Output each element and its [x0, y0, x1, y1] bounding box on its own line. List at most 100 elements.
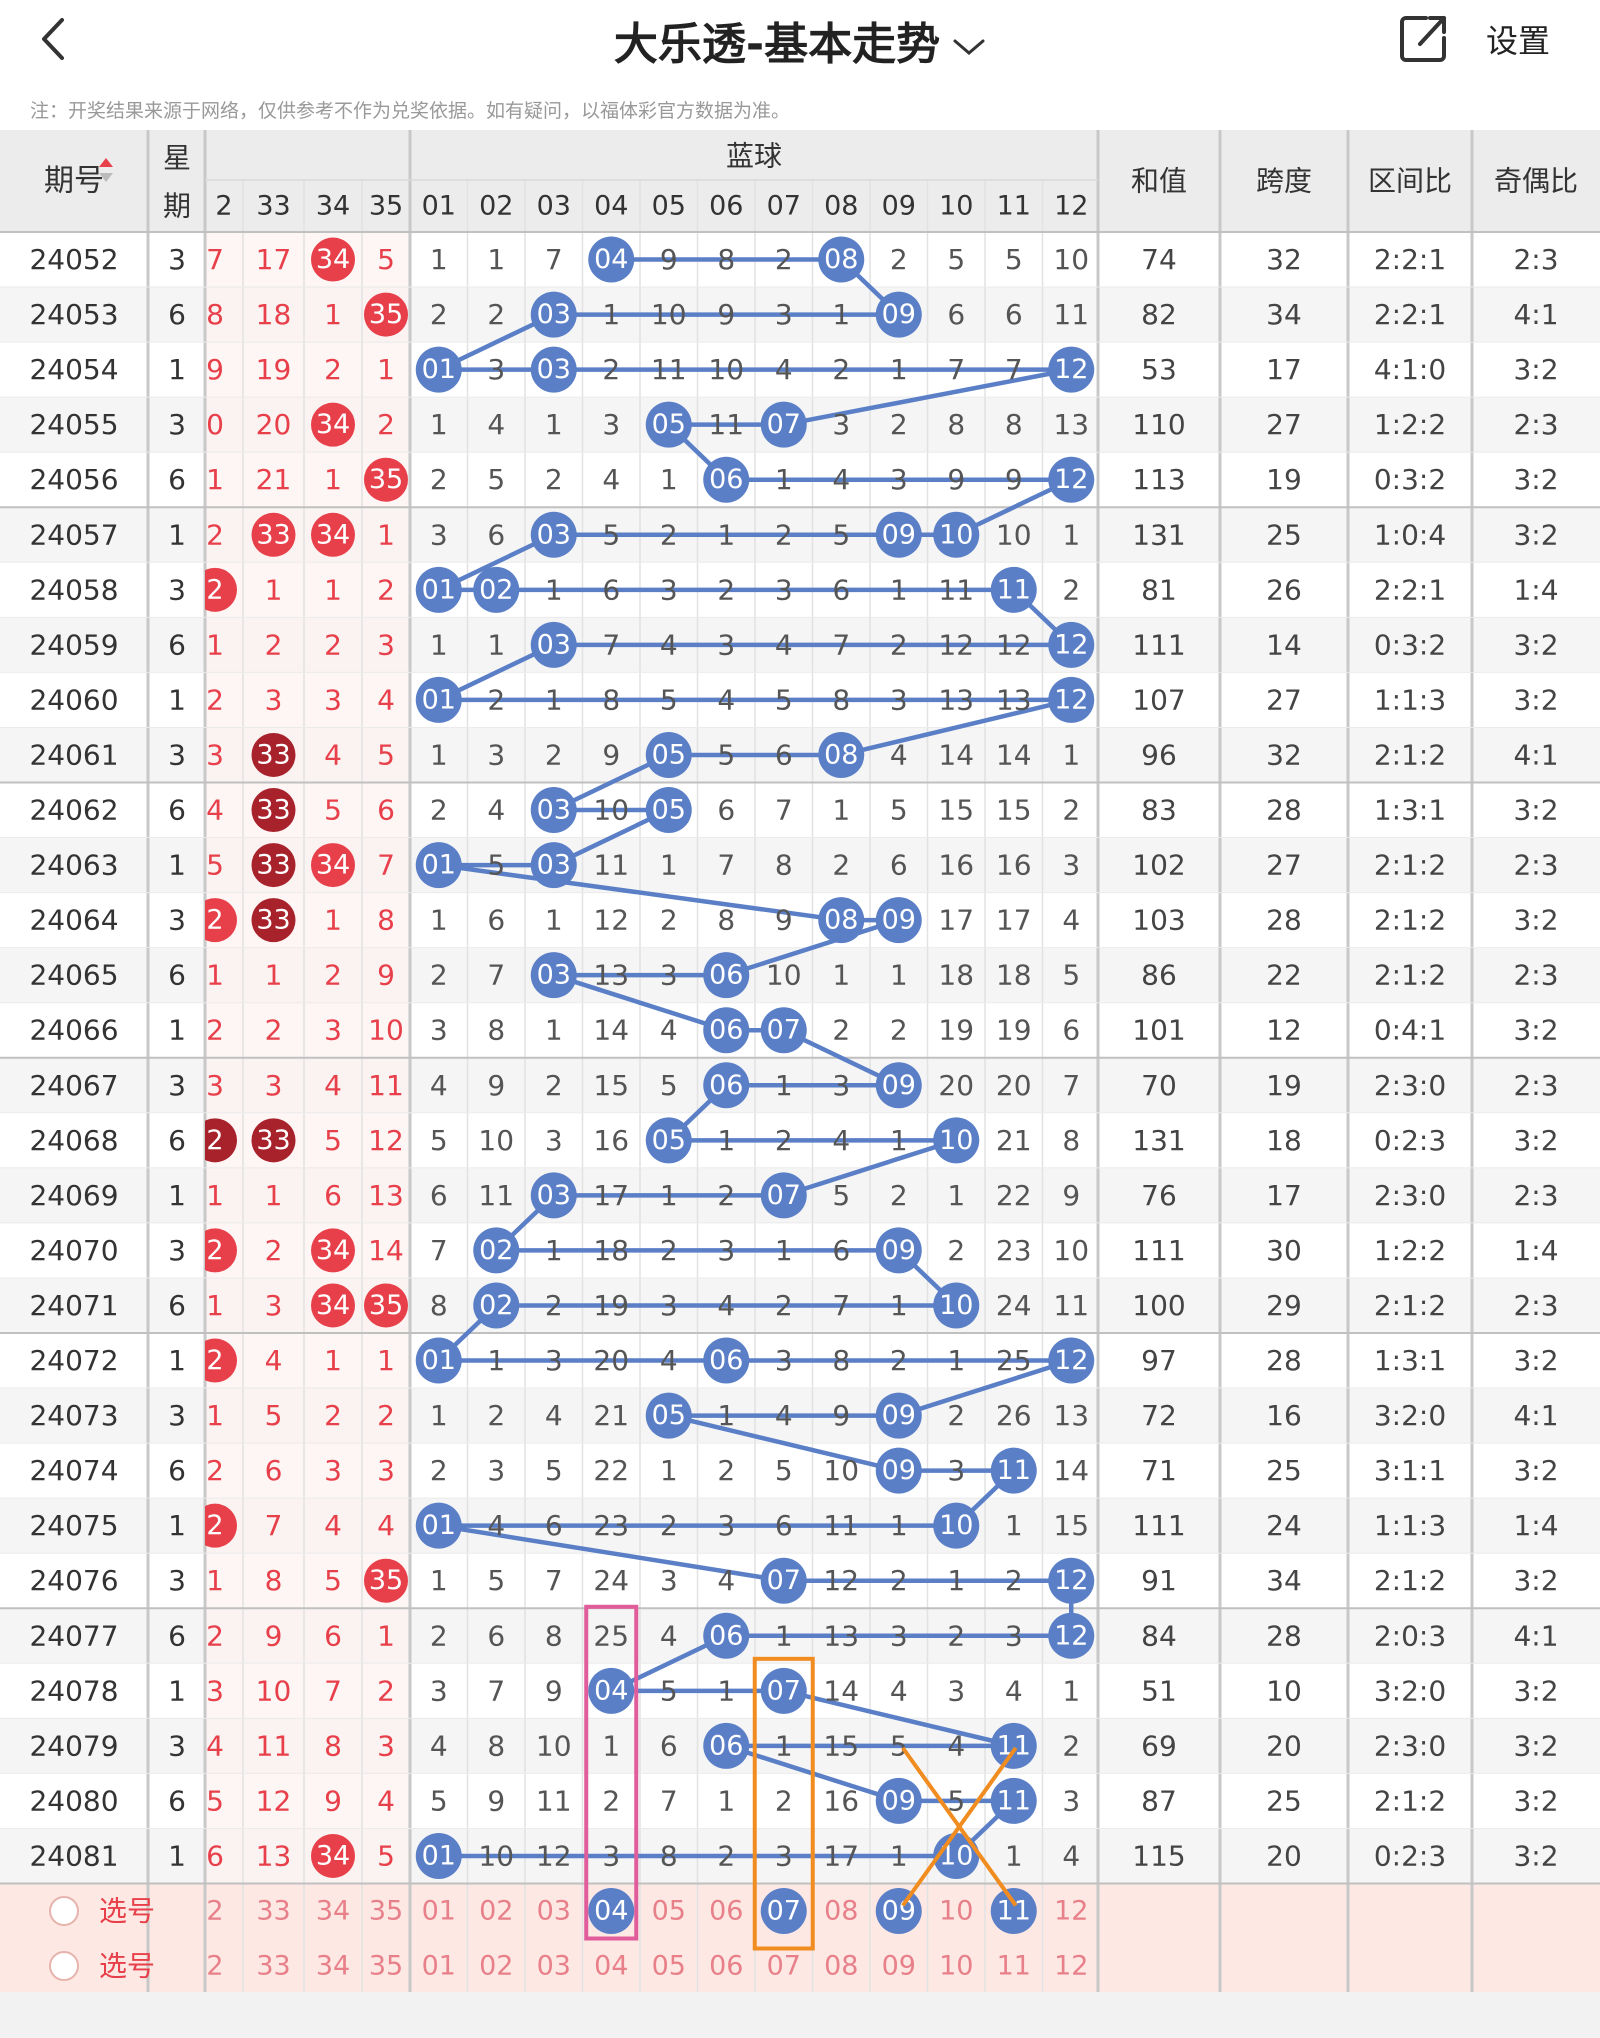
span-value: 27 — [1266, 408, 1302, 441]
pick-front-number[interactable]: 34 — [316, 1951, 350, 1982]
span-value: 32 — [1266, 738, 1302, 771]
blue-ball — [703, 1612, 750, 1659]
blue-miss: 12 — [996, 628, 1032, 661]
blue-miss: 6 — [1062, 1014, 1080, 1047]
blue-miss: 5 — [947, 1784, 965, 1817]
blue-ball — [530, 1172, 577, 1219]
issue-number: 24081 — [29, 1839, 118, 1872]
pick-front-number[interactable]: 33 — [256, 1896, 290, 1927]
header-blue-col: 07 — [767, 191, 801, 222]
blue-ball-number: 01 — [422, 850, 456, 881]
blue-miss: 8 — [832, 1344, 850, 1377]
blue-ball — [415, 676, 462, 723]
blue-miss: 3 — [430, 1674, 448, 1707]
pick-front-number[interactable]: 2 — [206, 1951, 223, 1982]
front-miss: 2 — [324, 353, 342, 386]
blue-miss: 4 — [545, 1399, 563, 1432]
pick-radio[interactable] — [49, 1951, 79, 1981]
pick-front-number[interactable]: 33 — [256, 1951, 290, 1982]
weekday: 3 — [168, 573, 186, 606]
front-zone-bg — [205, 1718, 410, 1774]
pick-blue-ball[interactable] — [588, 1888, 635, 1934]
front-miss: 3 — [324, 1014, 342, 1047]
blue-miss: 2 — [660, 1509, 678, 1542]
front-miss: 5 — [324, 794, 342, 827]
front-miss: 3 — [265, 683, 283, 716]
front-ball-number: 2 — [206, 1510, 223, 1541]
sum-value: 107 — [1132, 683, 1185, 716]
settings-button[interactable]: 设置 — [1486, 22, 1551, 60]
front-ball — [311, 1228, 355, 1273]
blue-ball — [1048, 1337, 1095, 1384]
sort-up-icon[interactable] — [99, 158, 113, 167]
front-miss: 2 — [324, 959, 342, 992]
blue-miss: 1 — [1005, 1839, 1023, 1872]
issue-number: 24062 — [29, 794, 118, 827]
front-miss: 3 — [265, 1069, 283, 1102]
front-ball-number: 34 — [316, 409, 350, 440]
blue-ball — [875, 291, 922, 338]
blue-miss: 3 — [775, 1344, 793, 1377]
issue-number: 24054 — [29, 353, 118, 386]
pick-blue-ball[interactable] — [760, 1888, 807, 1934]
span-value: 19 — [1266, 463, 1302, 496]
issue-number: 24060 — [29, 683, 118, 716]
zone-ratio: 0:3:2 — [1374, 463, 1446, 496]
zone-ratio: 2:2:1 — [1374, 298, 1446, 331]
pick-front-number[interactable]: 34 — [316, 1896, 350, 1927]
pick-blue-ball[interactable] — [990, 1888, 1037, 1934]
pick-blue-number: 07 — [767, 1951, 801, 1982]
blue-miss: 1 — [947, 1564, 965, 1597]
blue-miss: 15 — [996, 794, 1032, 827]
blue-miss: 5 — [660, 1674, 678, 1707]
blue-ball-number: 03 — [537, 354, 571, 385]
blue-miss: 1 — [545, 1014, 563, 1047]
pick-blue-number: 04 — [594, 1951, 628, 1982]
blue-miss: 1 — [430, 738, 448, 771]
blue-ball — [818, 731, 865, 778]
blue-miss: 1 — [717, 1399, 735, 1432]
pick-front-number[interactable]: 35 — [369, 1896, 403, 1927]
blue-miss: 1 — [602, 1729, 620, 1762]
share-icon[interactable] — [1396, 10, 1452, 66]
header-blue-col: 10 — [939, 191, 973, 222]
front-miss: 1 — [324, 298, 342, 331]
front-ball-number: 35 — [369, 1565, 403, 1596]
issue-number: 24080 — [29, 1784, 118, 1817]
blue-miss: 3 — [775, 298, 793, 331]
blue-miss: 25 — [996, 1344, 1032, 1377]
blue-miss: 3 — [487, 738, 505, 771]
pick-front-number[interactable]: 35 — [369, 1951, 403, 1982]
span-value: 24 — [1266, 1509, 1302, 1542]
top-bar: 大乐透-基本走势 设置 — [0, 0, 1600, 90]
pick-radio[interactable] — [49, 1896, 79, 1926]
blue-ball-number: 10 — [939, 1125, 973, 1156]
blue-miss: 1 — [717, 1124, 735, 1157]
issue-number: 24061 — [29, 738, 118, 771]
blue-miss: 5 — [487, 849, 505, 882]
sort-down-icon[interactable] — [99, 173, 113, 182]
front-miss: 8 — [377, 904, 395, 937]
blue-ball-number: 01 — [422, 574, 456, 605]
weekday: 6 — [168, 628, 186, 661]
blue-ball-number: 05 — [652, 795, 686, 826]
header-stat: 区间比 — [1368, 165, 1452, 198]
chevron-left-icon[interactable] — [30, 14, 80, 64]
blue-miss: 3 — [1062, 849, 1080, 882]
weekday: 6 — [168, 1289, 186, 1322]
page-title-dropdown[interactable]: 大乐透-基本走势 — [0, 8, 1600, 72]
header-blue-col: 11 — [997, 191, 1031, 222]
blue-miss: 5 — [545, 1454, 563, 1487]
pick-front-number[interactable]: 2 — [206, 1896, 223, 1927]
blue-ball — [1048, 346, 1095, 393]
blue-miss: 1 — [545, 573, 563, 606]
blue-miss: 1 — [947, 1179, 965, 1212]
blue-ball — [415, 842, 462, 889]
blue-ball-number: 09 — [882, 1400, 916, 1431]
blue-ball-number: 06 — [709, 1730, 743, 1761]
issue-number: 24070 — [29, 1234, 118, 1267]
front-miss: 5 — [377, 1839, 395, 1872]
pick-blue-ball[interactable] — [875, 1888, 922, 1934]
blue-miss: 17 — [593, 1179, 629, 1212]
blue-miss: 7 — [487, 959, 505, 992]
